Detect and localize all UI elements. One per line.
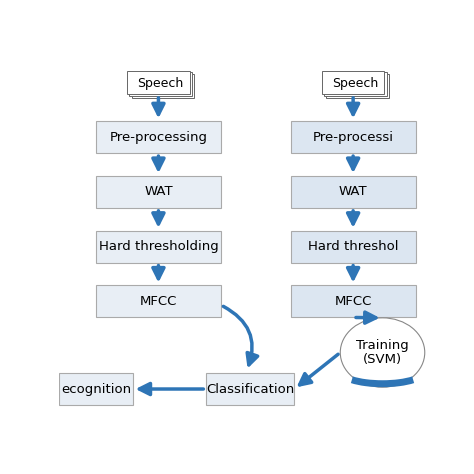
Text: Hard threshol: Hard threshol <box>308 240 398 253</box>
Text: (SVM): (SVM) <box>363 353 402 366</box>
Bar <box>322 71 384 94</box>
Bar <box>127 71 190 94</box>
Bar <box>206 373 294 405</box>
Bar <box>291 121 416 153</box>
Bar <box>96 231 221 263</box>
Text: WAT: WAT <box>144 185 173 199</box>
Text: Training: Training <box>356 339 409 353</box>
Text: MFCC: MFCC <box>335 295 372 308</box>
Bar <box>324 73 387 96</box>
Text: Speech: Speech <box>137 77 184 90</box>
Text: ecognition: ecognition <box>61 383 131 395</box>
Bar <box>291 285 416 318</box>
Text: Classification: Classification <box>206 383 294 395</box>
Bar <box>291 231 416 263</box>
Text: Pre-processi: Pre-processi <box>313 131 393 144</box>
Bar <box>96 176 221 208</box>
Ellipse shape <box>340 318 425 387</box>
Bar <box>291 176 416 208</box>
Bar <box>59 373 133 405</box>
Bar <box>129 73 192 96</box>
Bar <box>96 121 221 153</box>
Text: Hard thresholding: Hard thresholding <box>99 240 219 253</box>
Text: WAT: WAT <box>339 185 367 199</box>
Bar <box>96 285 221 318</box>
Bar <box>132 74 194 98</box>
Bar <box>326 74 389 98</box>
Text: Pre-processing: Pre-processing <box>109 131 208 144</box>
Text: MFCC: MFCC <box>140 295 177 308</box>
Text: Speech: Speech <box>332 77 378 90</box>
